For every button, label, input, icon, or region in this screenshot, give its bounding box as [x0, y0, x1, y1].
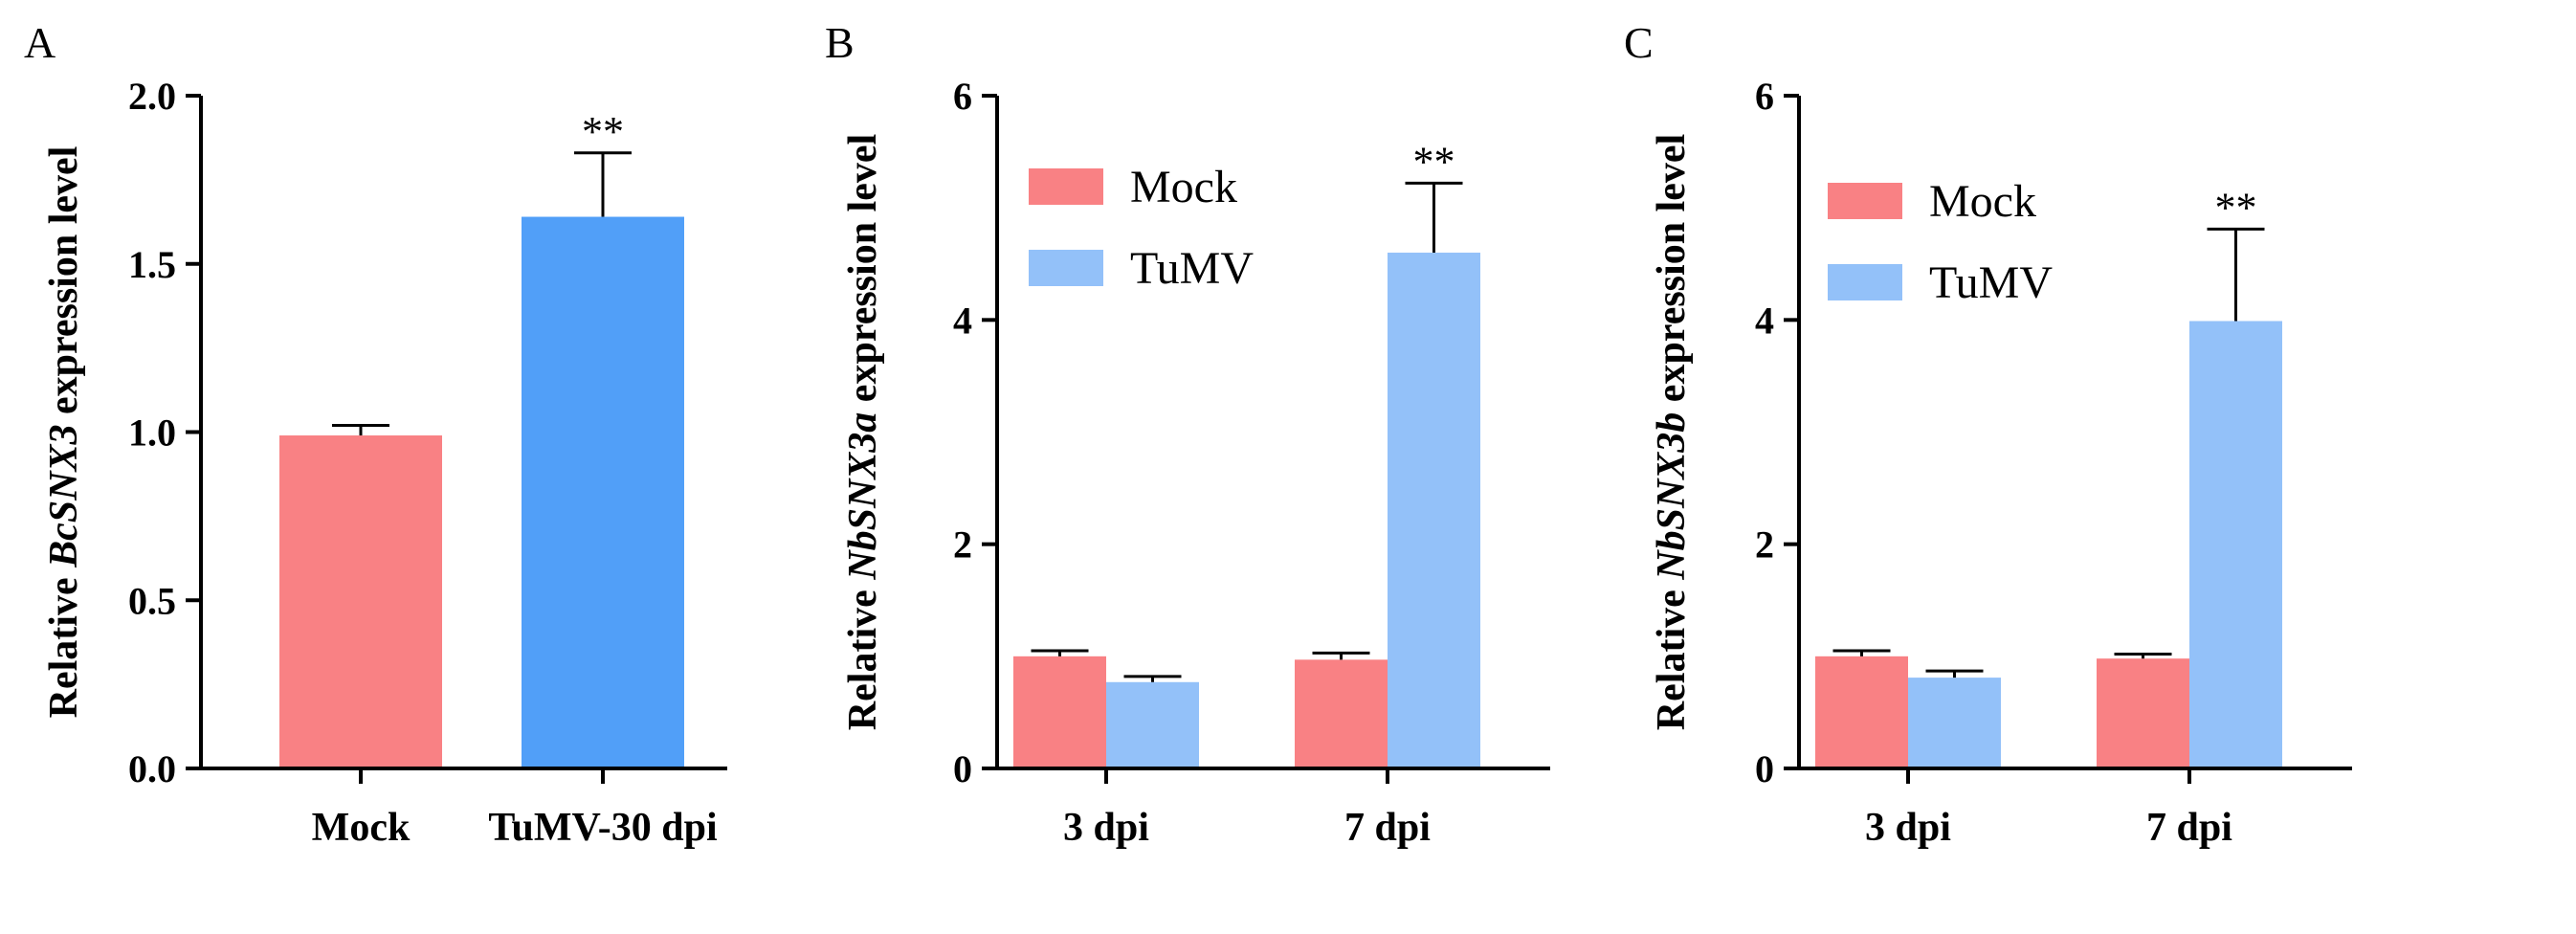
y-axis-label: Relative NbSNX3a expression level [841, 134, 885, 730]
significance-label: ** [582, 108, 624, 155]
legend: Mock TuMV [1828, 176, 2053, 308]
panel-c: C ** 0 2 4 6 3 dpi 7 dpi Relative NbSNX3b expres… [1624, 18, 2352, 850]
y-tick-label: 0.5 [128, 579, 176, 622]
legend-swatch-tumv [1828, 264, 1902, 300]
y-tick-label: 4 [953, 299, 972, 342]
y-tick-label: 1.0 [128, 411, 176, 455]
y-tick-label: 6 [1755, 75, 1774, 118]
bar-tumv-30-dpi [522, 216, 684, 769]
y-axis-label-gene: BcSNX3 [42, 425, 86, 568]
panel-letter: C [1624, 18, 1654, 67]
bar-mock [279, 435, 442, 768]
y-tick-label: 0 [953, 747, 972, 790]
bar-mock-7-dpi [1295, 659, 1388, 768]
panel-letter: A [24, 18, 56, 67]
y-tick-label: 4 [1755, 299, 1774, 342]
y-axis-label-prefix: Relative [841, 580, 885, 730]
legend-label-mock: Mock [1130, 162, 1237, 212]
legend-swatch-tumv [1029, 250, 1103, 286]
legend-label-tumv: TuMV [1929, 257, 2053, 308]
bar-tumv-7-dpi [2189, 321, 2282, 768]
y-tick-label: 1.5 [128, 243, 176, 286]
y-tick-label: 2.0 [128, 75, 176, 118]
bar-mock-3-dpi [1013, 656, 1106, 768]
y-axis-label: Relative BcSNX3 expression level [42, 146, 86, 719]
significance-label: ** [1413, 138, 1455, 185]
y-axis-label-gene: NbSNX3a [841, 412, 885, 581]
bar-tumv-3-dpi [1908, 678, 2001, 768]
x-tick-label: 3 dpi [1063, 806, 1149, 850]
legend-swatch-mock [1828, 183, 1902, 219]
y-tick-label: 2 [953, 523, 972, 567]
panel-a: A ** 0.0 0.5 1.0 1.5 2.0 Mock TuMV-30 dpi Relativ… [24, 18, 727, 850]
bars [1815, 227, 2282, 768]
significance-label: ** [2215, 184, 2257, 231]
bar-tumv-7-dpi [1388, 253, 1480, 768]
legend: Mock TuMV [1029, 162, 1254, 294]
y-tick-label: 0 [1755, 747, 1774, 790]
y-axis-label-suffix: expression level [841, 134, 885, 412]
x-tick-label: 3 dpi [1865, 806, 1951, 850]
x-tick-label: TuMV-30 dpi [488, 806, 718, 850]
bar-tumv-3-dpi [1106, 681, 1199, 768]
bar-mock-3-dpi [1815, 656, 1908, 768]
y-axis-label: Relative NbSNX3b expression level [1650, 134, 1694, 730]
y-axis-label-gene: NbSNX3b [1650, 412, 1694, 581]
bars [1013, 181, 1480, 768]
y-tick-label: 2 [1755, 523, 1774, 567]
legend-label-tumv: TuMV [1130, 243, 1254, 294]
legend-swatch-mock [1029, 168, 1103, 205]
y-tick-label: 0.0 [128, 747, 176, 790]
bars [279, 151, 684, 769]
legend-label-mock: Mock [1929, 176, 2036, 227]
y-axis-label-suffix: expression level [1650, 134, 1694, 412]
panel-b: B ** 0 2 4 6 3 dpi 7 dpi Relative NbSNX3a expres… [825, 18, 1550, 850]
x-tick-label: 7 dpi [1344, 806, 1431, 850]
y-axis-label-suffix: expression level [42, 146, 86, 425]
bar-mock-7-dpi [2097, 658, 2189, 768]
y-tick-label: 6 [953, 75, 972, 118]
x-tick-label: Mock [312, 806, 411, 850]
x-tick-label: 7 dpi [2146, 806, 2232, 850]
panel-letter: B [825, 18, 855, 67]
y-axis-label-prefix: Relative [1650, 580, 1694, 730]
y-axis-label-prefix: Relative [42, 567, 86, 718]
